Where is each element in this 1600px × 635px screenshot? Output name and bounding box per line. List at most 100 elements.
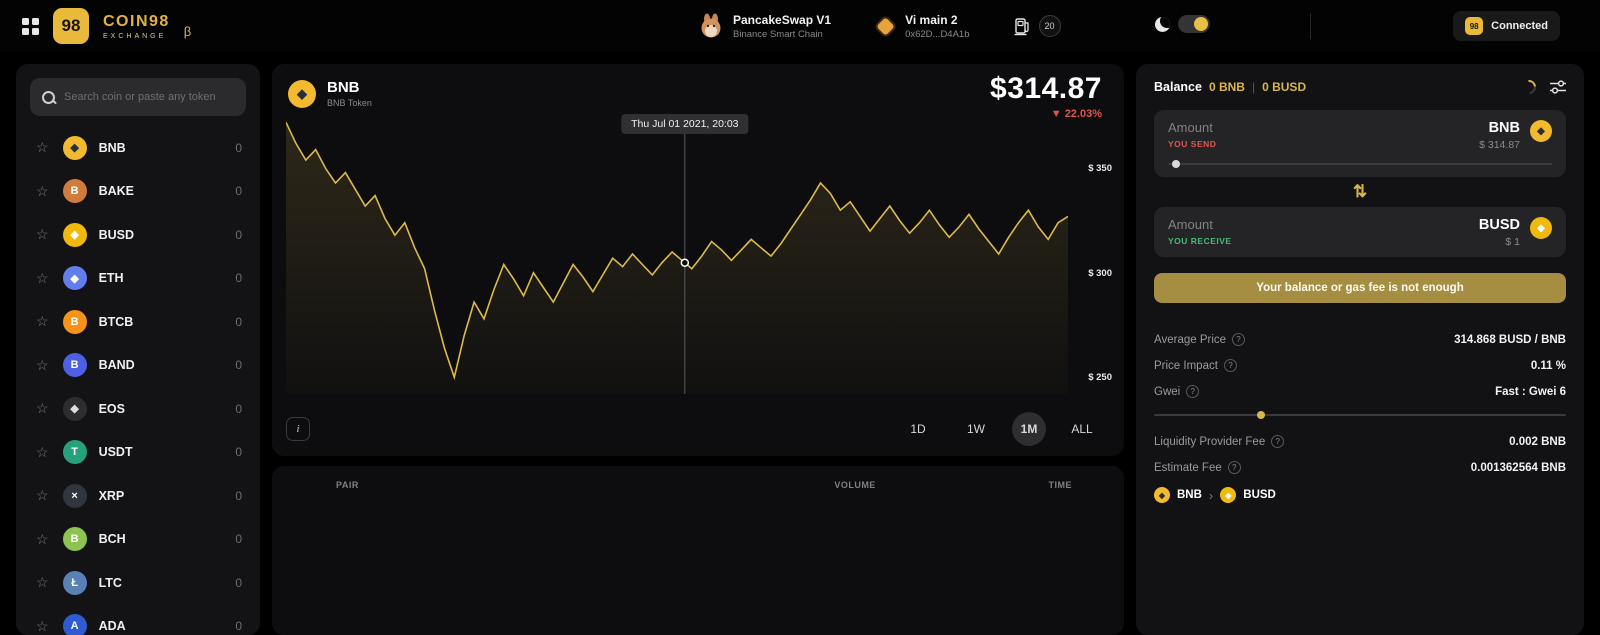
slider-track [1168,163,1552,165]
swap-direction-icon[interactable]: ⇅ [1352,182,1368,201]
chart-token-symbol: BNB [327,79,360,96]
detail-row: Liquidity Provider Fee ? 0.002 BNB [1154,435,1566,448]
favorite-star-icon[interactable]: ☆ [36,226,49,243]
wallet-selector[interactable]: Vi main 2 0x62D...D4A1b [875,13,970,40]
favorite-star-icon[interactable]: ☆ [36,443,49,460]
detail-label: Average Price [1154,333,1227,346]
info-icon[interactable]: ? [1232,333,1246,346]
theme-toggle[interactable] [1178,15,1210,33]
app-menu-icon[interactable] [22,17,39,35]
favorite-star-icon[interactable]: ☆ [36,530,49,547]
y-axis-tick: $ 250 [1088,372,1112,384]
gwei-slider[interactable] [1154,411,1566,419]
favorite-star-icon[interactable]: ☆ [36,313,49,330]
favorite-star-icon[interactable]: ☆ [36,574,49,591]
route-from: BNB [1177,489,1202,501]
token-list-item[interactable]: ☆ ◆ ETH 0 [16,257,260,301]
price-chart[interactable]: Thu Jul 01 2021, 20:03 [286,112,1068,394]
slider-knob[interactable] [1257,411,1265,419]
chart-info-button[interactable]: i [286,417,310,441]
balance-separator: | [1251,80,1256,94]
bnb-icon[interactable]: ◆ [1530,120,1552,142]
amount-slider[interactable] [1168,160,1552,168]
dex-network: Binance Smart Chain [733,28,823,40]
token-list-item[interactable]: ☆ A ADA 0 [16,605,260,635]
token-list-item[interactable]: ☆ B BTCB 0 [16,300,260,344]
gas-indicator[interactable]: 20 [1014,15,1061,37]
column-header-volume: VOLUME [834,480,876,490]
token-list-item[interactable]: ☆ B BAND 0 [16,344,260,388]
detail-value: 0.002 BNB [1509,435,1566,448]
gas-pump-icon [1014,17,1029,35]
balance-row: Balance 0 BNB | 0 BUSD [1154,77,1566,97]
range-1m-button[interactable]: 1M [1012,412,1046,446]
wallet-address: 0x62D...D4A1b [905,28,970,40]
coin98-logo[interactable]: 98 [53,8,89,44]
token-list-item[interactable]: ☆ B BCH 0 [16,518,260,562]
beta-icon[interactable]: β [183,23,192,39]
search-box[interactable] [30,78,246,116]
token-list-item[interactable]: ☆ ◆ BNB 0 [16,126,260,170]
dex-selector[interactable]: PancakeSwap V1 Binance Smart Chain [698,13,831,40]
brand-name: COIN98 [103,12,170,30]
token-icon: T [62,440,87,465]
token-symbol: BAND [98,358,135,373]
detail-label: Estimate Fee [1154,461,1222,474]
receive-fiat-value: $ 1 [1505,236,1520,248]
connected-label: Connected [1491,20,1548,32]
favorite-star-icon[interactable]: ☆ [36,400,49,417]
slider-knob[interactable] [1171,160,1180,168]
info-icon[interactable]: ? [1227,461,1241,474]
swap-disabled-button[interactable]: Your balance or gas fee is not enough [1154,273,1566,303]
token-list-item[interactable]: ☆ T USDT 0 [16,431,260,475]
info-icon[interactable]: ? [1223,359,1237,372]
token-balance: 0 [235,314,242,329]
info-icon[interactable]: ? [1186,385,1200,398]
coin98-mini-icon: 98 [1465,17,1484,35]
time-range-buttons: 1D 1W 1M ALL [896,412,1104,446]
search-input[interactable] [64,91,234,103]
you-receive-card[interactable]: Amount YOU RECEIVE BUSD $ 1 ◆ [1154,207,1566,257]
pancakeswap-icon [701,13,721,38]
receive-token-symbol: BUSD [1478,217,1520,233]
token-symbol: ADA [98,619,126,634]
favorite-star-icon[interactable]: ☆ [36,269,49,286]
token-icon: × [62,483,87,508]
range-1d-button[interactable]: 1D [910,422,926,436]
busd-icon[interactable]: ◆ [1530,217,1552,239]
route-to: BUSD [1243,489,1276,501]
token-symbol: BTCB [98,314,134,329]
token-balance: 0 [235,575,242,590]
wallet-icon [876,16,895,36]
token-list-item[interactable]: ☆ ◆ EOS 0 [16,387,260,431]
gas-value-badge: 20 [1038,15,1061,37]
settings-sliders-icon[interactable] [1550,80,1566,94]
favorite-star-icon[interactable]: ☆ [36,356,49,373]
detail-value: 314.868 BUSD / BNB [1454,333,1566,346]
range-all-button[interactable]: ALL [1071,422,1093,436]
favorite-star-icon[interactable]: ☆ [36,617,49,634]
token-balance: 0 [235,184,242,199]
token-list-item[interactable]: ☆ Ł LTC 0 [16,561,260,605]
logo-glyph: 98 [61,16,81,35]
token-list-item[interactable]: ☆ ◆ BUSD 0 [16,213,260,257]
refresh-spinner-icon[interactable] [1519,77,1539,97]
chart-token-name: BNB Token [327,98,372,108]
chevron-right-icon: › [1208,487,1214,503]
favorite-star-icon[interactable]: ☆ [36,182,49,199]
brand-sub: EXCHANGE [103,32,167,40]
bnb-icon: ◆ [288,79,316,108]
you-send-card[interactable]: Amount YOU SEND BNB $ 314.87 ◆ [1154,110,1566,177]
favorite-star-icon[interactable]: ☆ [36,139,49,156]
token-list-item[interactable]: ☆ × XRP 0 [16,474,260,518]
token-balance: 0 [235,488,242,503]
range-1w-button[interactable]: 1W [967,422,985,436]
change-value: 22.03% [1064,108,1102,120]
favorite-star-icon[interactable]: ☆ [36,487,49,504]
token-list-item[interactable]: ☆ B BAKE 0 [16,170,260,214]
connected-badge[interactable]: 98 Connected [1453,11,1560,41]
detail-value: Fast : Gwei 6 [1495,385,1566,398]
token-balance: 0 [235,271,242,286]
balance-busd: 0 BUSD [1262,80,1307,94]
info-icon[interactable]: ? [1271,435,1285,448]
